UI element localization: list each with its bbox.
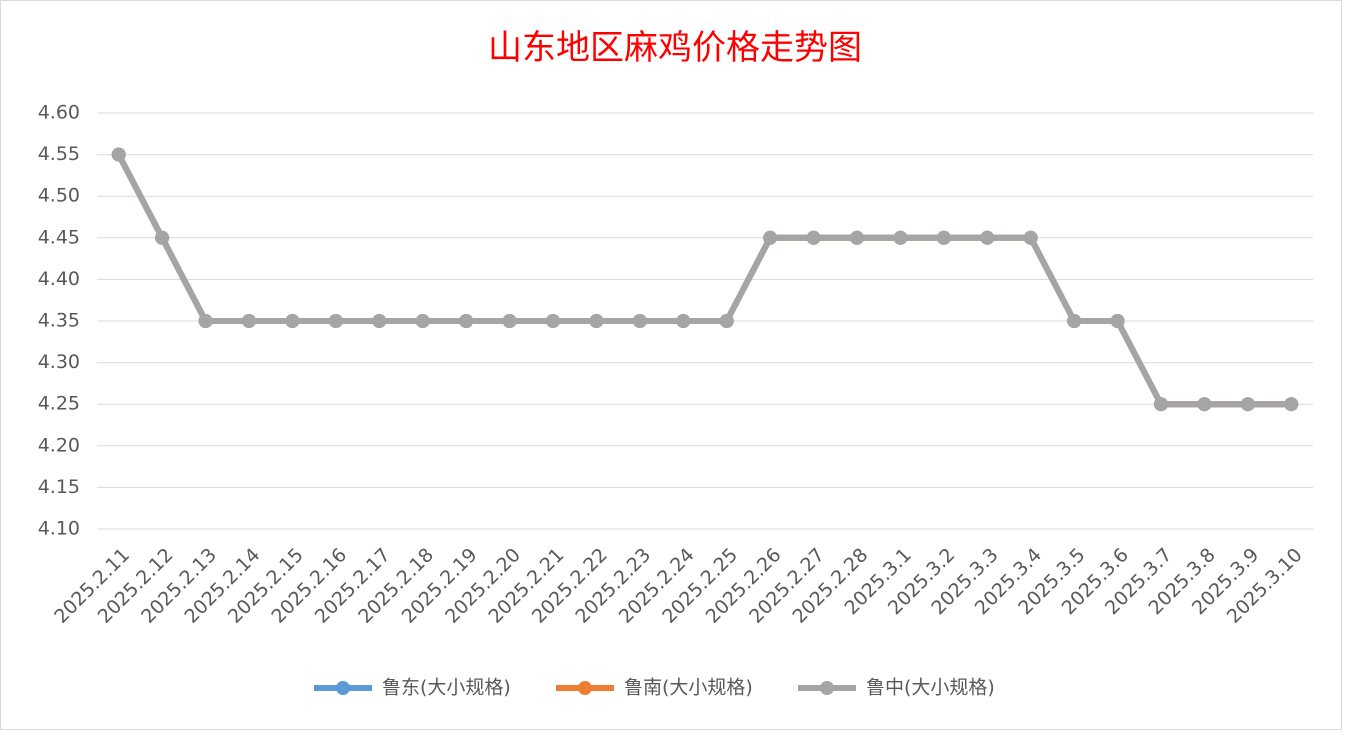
legend-label: 鲁中(大小规格) <box>866 677 995 699</box>
point <box>589 314 604 328</box>
point <box>806 230 821 245</box>
point <box>1067 314 1082 328</box>
point <box>850 230 864 245</box>
legend-marker <box>820 681 834 695</box>
point <box>1023 230 1038 245</box>
series-line <box>116 153 1292 408</box>
point <box>502 314 517 328</box>
point <box>676 314 691 328</box>
point <box>546 314 560 328</box>
point <box>1197 397 1212 412</box>
point <box>285 314 300 328</box>
point <box>632 314 647 328</box>
point <box>415 314 430 328</box>
y-tick-label: 4.20 <box>38 434 80 456</box>
point <box>980 230 995 245</box>
y-tick-label: 4.35 <box>38 310 80 332</box>
point <box>1284 397 1299 412</box>
legend-marker <box>578 681 592 695</box>
point <box>1240 397 1255 412</box>
point <box>1110 314 1125 328</box>
point <box>372 314 387 328</box>
legend-item: 鲁南(大小规格) <box>556 677 753 699</box>
point <box>459 314 474 328</box>
y-tick-label: 4.40 <box>38 268 80 290</box>
y-tick-label: 4.60 <box>38 102 80 124</box>
point <box>763 230 778 245</box>
point <box>893 230 908 245</box>
legend-label: 鲁南(大小规格) <box>624 677 753 699</box>
chart-title: 山东地区麻鸡价格走势图 <box>488 28 862 68</box>
legend-item: 鲁中(大小规格) <box>798 677 995 699</box>
point <box>719 314 734 328</box>
point <box>1154 397 1168 412</box>
point <box>328 314 343 328</box>
point <box>936 230 951 245</box>
point <box>155 230 170 245</box>
y-tick-label: 4.25 <box>38 393 80 415</box>
legend-marker <box>336 681 350 695</box>
y-tick-label: 4.30 <box>38 351 80 373</box>
point <box>242 314 256 328</box>
legend-label: 鲁东(大小规格) <box>382 677 511 699</box>
y-tick-label: 4.10 <box>38 518 80 540</box>
y-tick-label: 4.50 <box>38 185 80 207</box>
y-tick-label: 4.45 <box>38 226 80 248</box>
point <box>111 147 126 162</box>
legend-item: 鲁东(大小规格) <box>314 677 511 699</box>
y-tick-label: 4.15 <box>38 476 80 498</box>
y-tick-label: 4.55 <box>38 143 80 165</box>
point <box>198 314 213 328</box>
